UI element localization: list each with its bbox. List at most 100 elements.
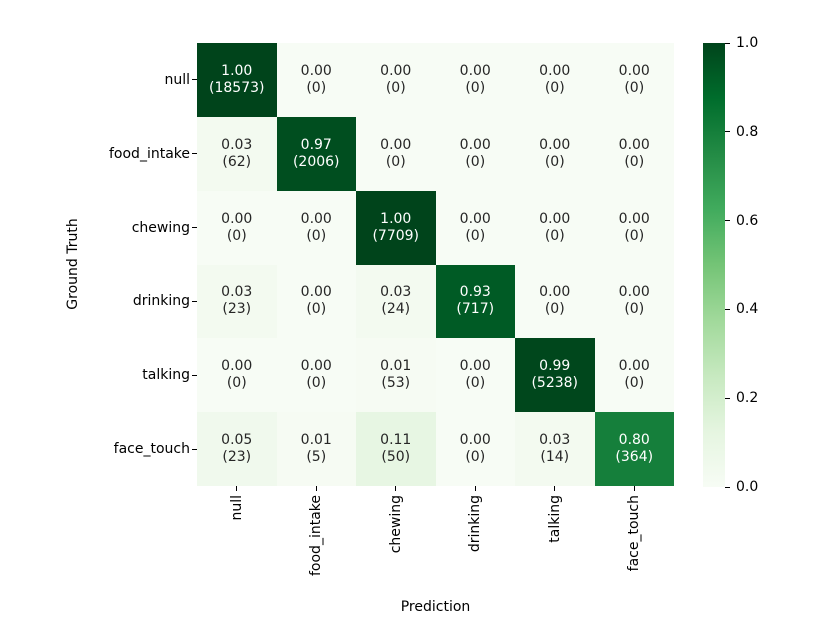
heatmap-cell-food_intake-talking: 0.00 (0) xyxy=(515,116,595,191)
heatmap-cell-face_touch-talking: 0.03 (14) xyxy=(515,412,595,486)
cell-proportion: 0.99 xyxy=(539,358,571,375)
cell-proportion: 0.03 xyxy=(539,432,571,448)
y-tick-mark xyxy=(192,153,197,155)
colorbar-tick-mark xyxy=(725,397,730,399)
heatmap-cell-talking-face_touch: 0.00 (0) xyxy=(594,338,674,413)
y-tick-mark xyxy=(192,227,197,229)
cell-proportion: 0.05 xyxy=(221,432,253,448)
cell-count: (50) xyxy=(381,449,411,466)
colorbar-tick-label-0.8: 0.8 xyxy=(736,123,759,140)
y-tick-label-talking: talking xyxy=(142,367,190,384)
cell-proportion: 0.80 xyxy=(618,432,650,448)
y-tick-label-chewing: chewing xyxy=(131,219,190,236)
heatmap-cell-face_touch-face_touch: 0.80 (364) xyxy=(594,412,674,486)
heatmap-cell-drinking-drinking: 0.93 (717) xyxy=(435,264,515,339)
cell-count: (0) xyxy=(306,79,327,96)
heatmap-cell-food_intake-food_intake: 0.97 (2006) xyxy=(276,116,356,191)
cell-proportion: 0.00 xyxy=(539,284,571,301)
y-tick-label-drinking: drinking xyxy=(132,293,190,310)
heatmap-cell-drinking-talking: 0.00 (0) xyxy=(515,264,595,339)
cell-proportion: 1.00 xyxy=(380,210,412,227)
cell-proportion: 0.00 xyxy=(300,62,332,79)
cell-count: (23) xyxy=(222,301,252,318)
cell-count: (5238) xyxy=(531,375,579,392)
cell-count: (0) xyxy=(465,449,486,466)
colorbar-tick-mark xyxy=(725,308,730,310)
cell-proportion: 0.00 xyxy=(459,62,491,79)
y-tick-label-null: null xyxy=(164,71,190,88)
heatmap-cell-chewing-food_intake: 0.00 (0) xyxy=(276,190,356,265)
cell-count: (0) xyxy=(465,153,486,170)
cell-proportion: 0.00 xyxy=(300,210,332,227)
y-tick-label-face_touch: face_touch xyxy=(113,441,190,458)
x-tick-mark xyxy=(633,486,635,491)
cell-count: (14) xyxy=(540,449,570,466)
colorbar-tick-mark xyxy=(725,486,730,488)
cell-count: (0) xyxy=(465,375,486,392)
cell-count: (0) xyxy=(226,375,247,392)
cell-count: (53) xyxy=(381,375,411,392)
cell-count: (18573) xyxy=(209,79,265,96)
y-tick-mark xyxy=(192,374,197,376)
cell-proportion: 0.00 xyxy=(459,358,491,375)
cell-count: (0) xyxy=(544,153,565,170)
cell-proportion: 0.03 xyxy=(221,136,253,153)
heatmap-cell-talking-null: 0.00 (0) xyxy=(197,338,277,413)
cell-count: (0) xyxy=(385,79,406,96)
cell-proportion: 0.03 xyxy=(221,284,253,301)
heatmap-cell-talking-food_intake: 0.00 (0) xyxy=(276,338,356,413)
cell-proportion: 0.00 xyxy=(539,136,571,153)
cell-proportion: 0.00 xyxy=(618,136,650,153)
y-tick-mark xyxy=(192,300,197,302)
cell-proportion: 0.00 xyxy=(539,62,571,79)
cell-count: (0) xyxy=(226,227,247,244)
cell-count: (23) xyxy=(222,449,252,466)
cell-proportion: 0.00 xyxy=(459,136,491,153)
heatmap-cell-chewing-face_touch: 0.00 (0) xyxy=(594,190,674,265)
cell-proportion: 0.01 xyxy=(380,358,412,375)
heatmap-cell-chewing-talking: 0.00 (0) xyxy=(515,190,595,265)
heatmap-cell-talking-drinking: 0.00 (0) xyxy=(435,338,515,413)
cell-proportion: 0.97 xyxy=(300,136,332,153)
y-tick-mark xyxy=(192,448,197,450)
cell-count: (0) xyxy=(544,227,565,244)
colorbar-tick-mark xyxy=(725,131,730,133)
cell-count: (0) xyxy=(465,227,486,244)
heatmap-cell-chewing-chewing: 1.00 (7709) xyxy=(356,190,436,265)
colorbar-tick-label-0.6: 0.6 xyxy=(736,212,759,229)
colorbar-tick-mark xyxy=(725,42,730,44)
cell-count: (24) xyxy=(381,301,411,318)
cell-proportion: 0.00 xyxy=(459,210,491,227)
colorbar-tick-label-0.4: 0.4 xyxy=(736,301,759,318)
cell-proportion: 0.03 xyxy=(380,284,412,301)
cell-count: (62) xyxy=(222,153,252,170)
cell-proportion: 0.00 xyxy=(300,284,332,301)
cell-count: (0) xyxy=(624,375,645,392)
colorbar-tick-label-1.0: 1.0 xyxy=(736,35,759,51)
x-tick-label-talking: talking xyxy=(546,495,563,543)
heatmap-cell-face_touch-drinking: 0.00 (0) xyxy=(435,412,515,486)
x-tick-label-chewing: chewing xyxy=(387,495,404,554)
x-axis-title: Prediction xyxy=(400,599,471,615)
cell-proportion: 0.00 xyxy=(300,358,332,375)
cell-proportion: 0.00 xyxy=(459,432,491,448)
x-tick-label-drinking: drinking xyxy=(467,495,484,553)
heatmap-cell-null-null: 1.00 (18573) xyxy=(197,43,277,117)
heatmap-cell-null-face_touch: 0.00 (0) xyxy=(594,43,674,117)
heatmap-cell-talking-talking: 0.99 (5238) xyxy=(515,338,595,413)
cell-proportion: 0.00 xyxy=(221,358,253,375)
heatmap-cell-chewing-drinking: 0.00 (0) xyxy=(435,190,515,265)
cell-proportion: 0.00 xyxy=(618,210,650,227)
heatmap-cell-chewing-null: 0.00 (0) xyxy=(197,190,277,265)
cell-count: (7709) xyxy=(372,227,420,244)
cell-count: (0) xyxy=(306,227,327,244)
cell-count: (0) xyxy=(624,301,645,318)
cell-count: (5) xyxy=(306,449,327,466)
colorbar-gradient xyxy=(703,43,725,487)
heatmap-cell-face_touch-food_intake: 0.01 (5) xyxy=(276,412,356,486)
colorbar-tick-label-0.2: 0.2 xyxy=(736,390,759,407)
cell-proportion: 1.00 xyxy=(221,62,253,79)
cell-count: (717) xyxy=(456,301,495,318)
cell-count: (0) xyxy=(465,79,486,96)
